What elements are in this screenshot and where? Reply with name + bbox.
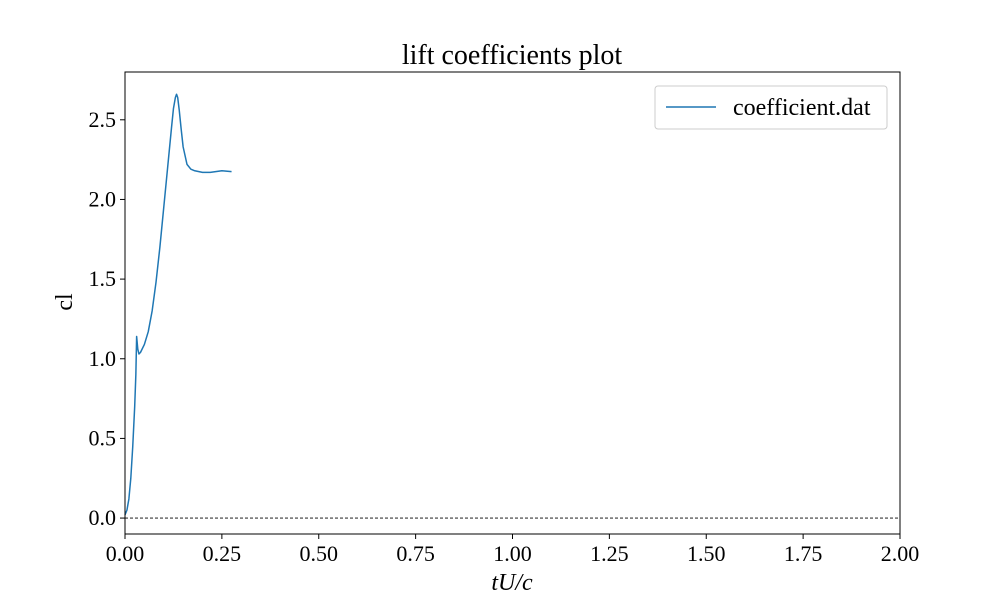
y-tick-label: 2.5	[89, 107, 117, 132]
y-tick-label: 2.0	[89, 186, 117, 211]
x-tick-label: 0.75	[396, 541, 435, 566]
series-line-coefficient-dat	[124, 93, 232, 516]
x-tick-label: 1.25	[590, 541, 629, 566]
x-tick-label: 1.00	[493, 541, 532, 566]
x-tick-label: 1.75	[784, 541, 823, 566]
y-axis: 0.0 0.5 1.0 1.5 2.0 2.5	[89, 107, 125, 530]
y-tick-label: 1.5	[89, 266, 117, 291]
x-tick-label: 0.00	[106, 541, 145, 566]
y-tick-label: 1.0	[89, 346, 117, 371]
x-axis-label: tU/c	[491, 570, 533, 596]
y-tick-label: 0.5	[89, 425, 117, 450]
x-tick-label: 2.00	[881, 541, 920, 566]
y-tick-label: 0.0	[89, 505, 117, 530]
chart-title: lift coefficients plot	[402, 40, 623, 71]
legend-label-coefficient-dat: coefficient.dat	[733, 95, 871, 121]
legend: coefficient.dat	[654, 85, 888, 130]
legend-box	[654, 85, 888, 130]
x-tick-label: 0.50	[300, 541, 339, 566]
x-tick-label: 1.50	[687, 541, 726, 566]
x-axis: 0.00 0.25 0.50 0.75 1.00 1.25 1.50 1.75 2.00	[106, 534, 920, 566]
y-axis-label: cl	[52, 293, 78, 311]
x-tick-label: 0.25	[203, 541, 242, 566]
